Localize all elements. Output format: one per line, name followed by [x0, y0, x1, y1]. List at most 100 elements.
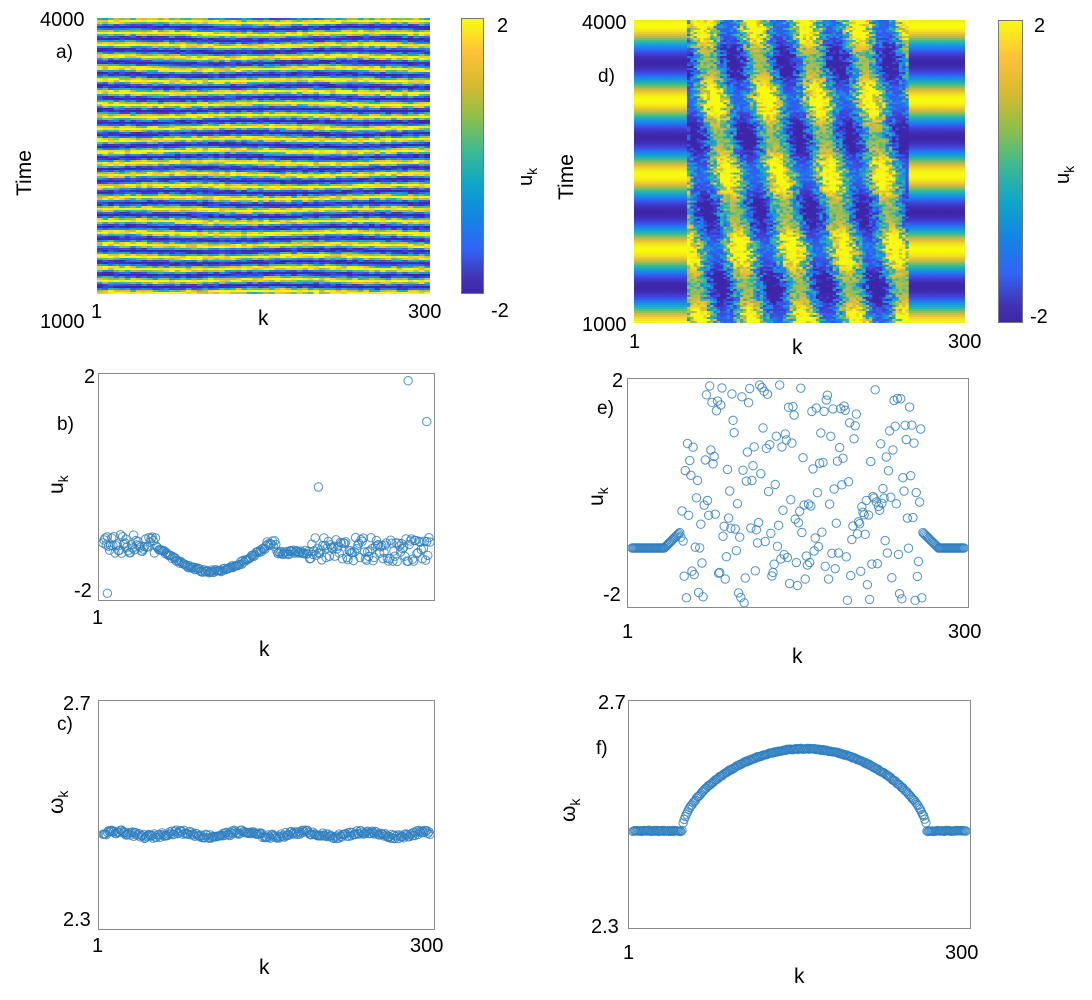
heatmap-a-cell [413, 122, 420, 125]
heatmap-a-cell [391, 40, 398, 43]
heatmap-a-cell [185, 26, 192, 29]
heatmap-a-cell [418, 34, 426, 37]
heatmap-a-cell [418, 24, 426, 27]
heatmap-a-cell [208, 76, 215, 79]
heatmap-a-cell [418, 30, 426, 33]
heatmap-a-cell [307, 118, 315, 121]
heatmap-a-cell [102, 88, 109, 91]
heatmap-a-cell [113, 66, 120, 69]
heatmap-a-cell [141, 110, 148, 113]
heatmap-a-cell [402, 106, 409, 109]
heatmap-a-cell [368, 76, 376, 79]
heatmap-a-cell [418, 84, 426, 87]
heatmap-a-cell [374, 92, 381, 95]
heatmap-a-cell [413, 70, 420, 73]
heatmap-a-cell [202, 118, 209, 121]
heatmap-a-cell [113, 56, 120, 59]
heatmap-a-cell [135, 24, 142, 27]
heatmap-a-cell [313, 52, 320, 55]
heatmap-a-cell [185, 84, 192, 87]
heatmap-a-cell [346, 82, 353, 85]
heatmap-a-cell [407, 68, 414, 71]
heatmap-a-cell [141, 112, 148, 115]
heatmap-a-cell [141, 114, 148, 117]
heatmap-a-cell [307, 90, 315, 93]
heatmap-a-cell [335, 110, 342, 113]
heatmap-a-cell [130, 36, 137, 39]
heatmap-a-cell [424, 80, 430, 83]
heatmap-a-cell [357, 22, 364, 25]
heatmap-a-cell [191, 40, 198, 43]
heatmap-a-cell [196, 108, 204, 111]
heatmap-a-cell [346, 40, 353, 43]
heatmap-a-cell [302, 36, 309, 39]
heatmap-a-cell [380, 122, 387, 125]
heatmap-a-cell [163, 80, 170, 83]
heatmap-a-cell [330, 18, 337, 21]
heatmap-a-cell [346, 26, 353, 29]
heatmap-a-cell [396, 20, 403, 23]
heatmap-a-cell [108, 22, 115, 25]
heatmap-a-cell [108, 38, 115, 41]
heatmap-a-cell [108, 50, 115, 53]
heatmap-a-cell [224, 18, 231, 21]
heatmap-a-cell [402, 84, 409, 87]
heatmap-a-cell [291, 110, 298, 113]
heatmap-a-cell [274, 120, 281, 123]
heatmap-a-cell [380, 30, 387, 33]
heatmap-a-cell [141, 68, 148, 71]
heatmap-a-cell [191, 84, 198, 87]
heatmap-a-cell [257, 22, 265, 25]
heatmap-a-cell [152, 80, 159, 83]
heatmap-a-cell [152, 70, 159, 73]
heatmap-a-cell [163, 32, 170, 35]
heatmap-a-cell [385, 38, 392, 41]
heatmap-a-cell [130, 110, 137, 113]
heatmap-a-cell [385, 120, 392, 123]
heatmap-a-cell [402, 50, 409, 53]
heatmap-a-cell [224, 88, 231, 91]
heatmap-a-cell [319, 106, 326, 109]
heatmap-a-cell [363, 54, 370, 57]
heatmap-a-cell [163, 122, 170, 125]
heatmap-a-cell [141, 72, 148, 75]
heatmap-a-cell [313, 20, 320, 23]
heatmap-a-cell [257, 90, 265, 93]
heatmap-a-cell [246, 86, 253, 89]
heatmap-a-cell [307, 68, 315, 71]
heatmap-a-cell [257, 40, 265, 43]
heatmap-a-cell [341, 114, 348, 117]
heatmap-a-cell [418, 58, 426, 61]
heatmap-a-cell [335, 48, 342, 51]
heatmap-a-cell [307, 72, 315, 75]
heatmap-a-cell [324, 60, 331, 63]
heatmap-a-cell [252, 32, 259, 35]
heatmap-a-cell [296, 62, 303, 65]
heatmap-a-cell [357, 48, 364, 51]
heatmap-a-cell [352, 104, 359, 107]
heatmap-a-cell [230, 50, 237, 53]
heatmap-a-cell [119, 76, 126, 79]
heatmap-a-cell [263, 78, 270, 81]
heatmap-a-cell [407, 62, 414, 65]
heatmap-a-cell [363, 24, 370, 27]
heatmap-a-cell [146, 66, 154, 69]
heatmap-a-cell [252, 96, 259, 99]
heatmap-a-cell [413, 48, 420, 51]
heatmap-a-cell [124, 52, 131, 55]
heatmap-a-cell [391, 26, 398, 29]
heatmap-a-cell [368, 36, 376, 39]
heatmap-a-cell [346, 98, 353, 101]
heatmap-a-cell [402, 76, 409, 79]
heatmap-a-cell [97, 76, 104, 79]
heatmap-a-cell [180, 58, 187, 61]
heatmap-a-cell [196, 88, 204, 91]
heatmap-a-cell [163, 88, 170, 91]
heatmap-a-cell [363, 94, 370, 97]
heatmap-a-cell [352, 78, 359, 81]
heatmap-a-cell [330, 122, 337, 125]
heatmap-a-cell [357, 104, 364, 107]
heatmap-a-cell [208, 22, 215, 25]
heatmap-a-cell [146, 74, 154, 77]
heatmap-a-cell [263, 120, 270, 123]
